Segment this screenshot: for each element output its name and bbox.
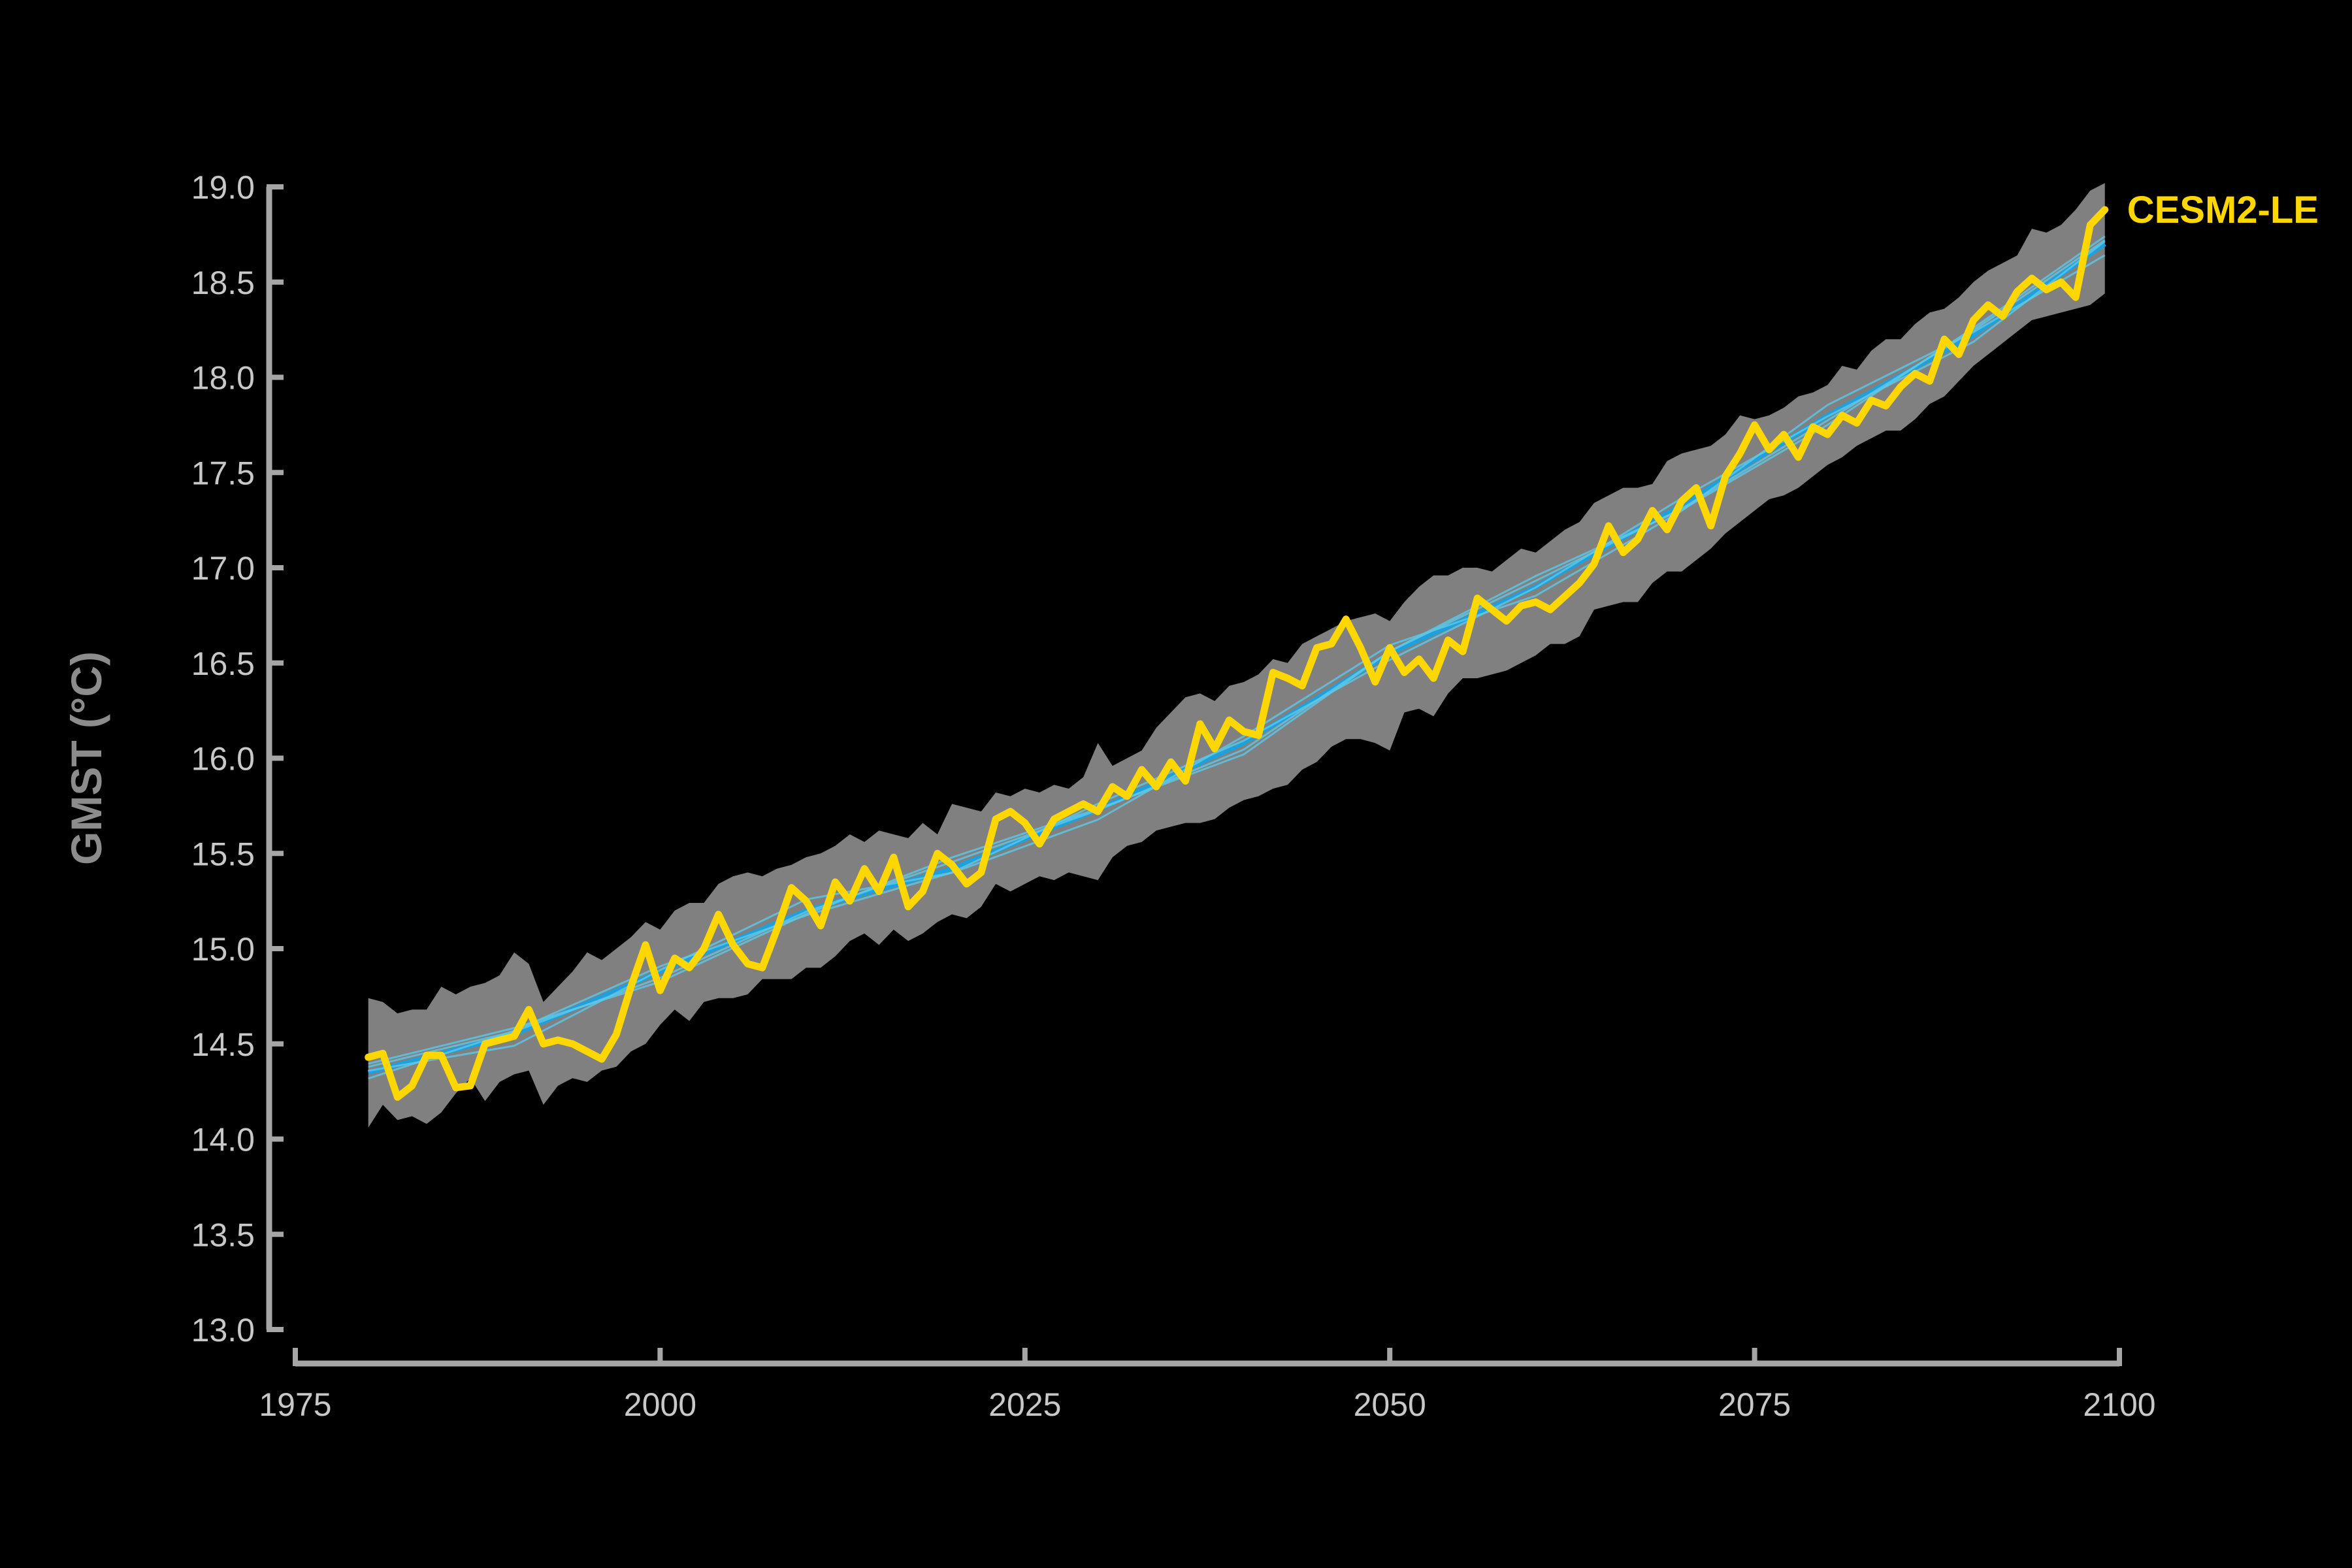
trend-lines-layer — [367, 235, 2106, 1080]
x-tick-label: 2075 — [1718, 1386, 1791, 1423]
x-tick-label: 1975 — [259, 1386, 331, 1423]
ensemble-trend-line — [368, 240, 2106, 1080]
y-tick-label: 15.5 — [191, 836, 255, 872]
ensemble-trend-line — [368, 239, 2106, 1068]
y-tick-label: 15.0 — [191, 931, 255, 968]
y-tick-label: 16.5 — [191, 645, 255, 682]
y-tick-label: 17.5 — [191, 455, 255, 491]
x-tick-label: 2100 — [2083, 1386, 2155, 1423]
ensemble-trend-line — [368, 254, 2106, 1072]
x-tick-label: 2000 — [624, 1386, 696, 1423]
y-tick-label: 13.0 — [191, 1312, 255, 1348]
x-tick-label: 2050 — [1354, 1386, 1426, 1423]
x-ticks: 1975 2000 2025 2050 2075 2100 — [259, 1348, 2156, 1423]
y-tick-label: 14.5 — [191, 1026, 255, 1063]
series-line-cesm2-le — [365, 206, 2109, 1101]
ensemble-band-layer — [368, 183, 2105, 1128]
y-tick-label: 16.0 — [191, 741, 255, 777]
x-tick-label: 2025 — [988, 1386, 1061, 1423]
ensemble-spread-band — [368, 183, 2105, 1128]
y-tick-label: 13.5 — [191, 1217, 255, 1253]
series-label-cesm2-le: CESM2-LE — [2127, 189, 2319, 231]
y-tick-label: 19.0 — [191, 169, 255, 206]
series-layer — [365, 206, 2109, 1101]
y-tick-label: 17.0 — [191, 550, 255, 587]
y-tick-label: 14.0 — [191, 1122, 255, 1158]
y-axis-title: GMST (°C) — [62, 651, 110, 865]
y-tick-label: 18.5 — [191, 265, 255, 301]
y-tick-label: 18.0 — [191, 360, 255, 397]
y-ticks: 13.0 13.5 14.0 14.5 15.0 15.5 16.0 16.5 17.0 17.5… — [191, 169, 284, 1348]
